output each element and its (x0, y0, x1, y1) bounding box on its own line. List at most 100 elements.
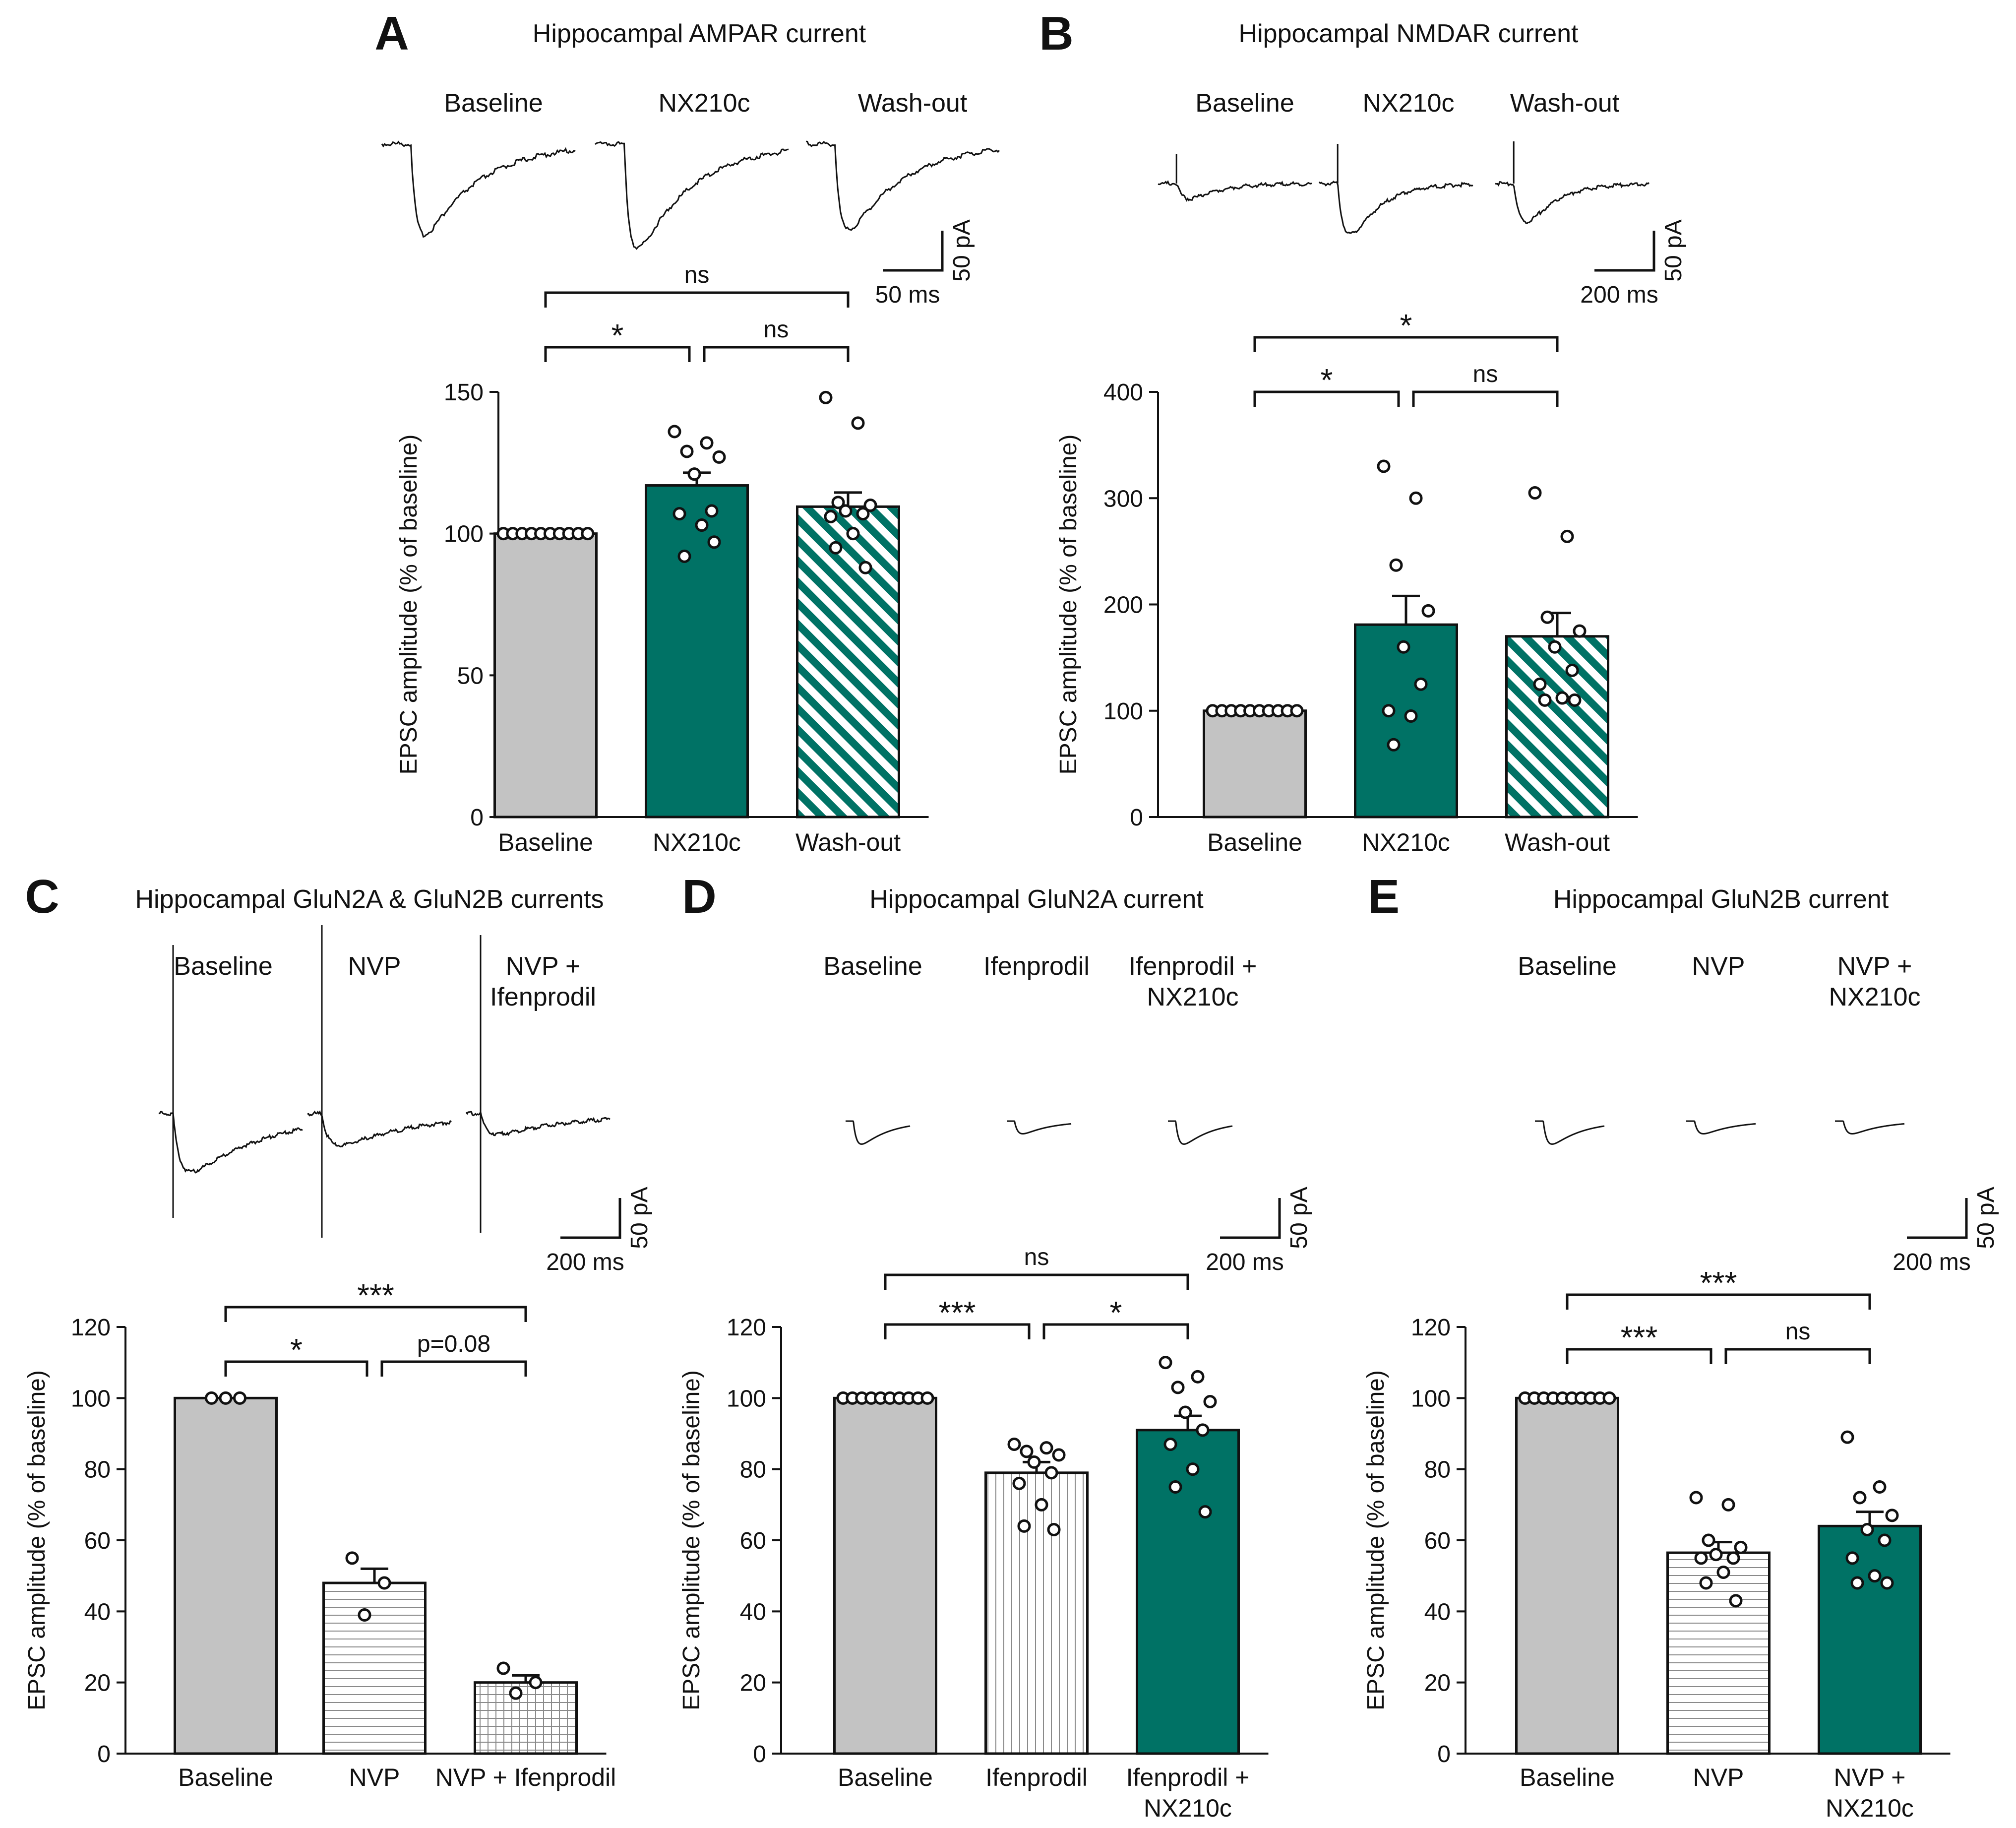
y-tick-label: 0 (1130, 805, 1143, 831)
epsc-trace (1835, 1120, 1905, 1135)
significance-bracket (1566, 1293, 1871, 1310)
trace-condition-label: NX210c (659, 89, 750, 118)
x-category-label: Wash-out (795, 828, 901, 856)
y-tick-label: 300 (1103, 486, 1143, 512)
data-point (496, 1661, 510, 1675)
panel-letter: C (25, 870, 59, 923)
data-point (1853, 1491, 1867, 1505)
panel-d: D Hippocampal GluN2A current Baseline Ifenp… (678, 870, 1312, 1822)
data-point (1540, 610, 1554, 624)
epsc-trace (1168, 1120, 1233, 1145)
data-point (824, 509, 838, 523)
data-point (345, 1551, 359, 1565)
data-point (529, 1676, 543, 1690)
significance-label: *** (1621, 1320, 1658, 1355)
significance-label: * (1400, 308, 1412, 343)
epsc-trace (465, 1110, 611, 1136)
significance-bracket (1253, 336, 1559, 352)
x-category-label: Ifenprodil + (1126, 1764, 1250, 1791)
data-point (712, 450, 726, 464)
significance-bracket (884, 1323, 1031, 1339)
trace-condition-label: NVP + Ifenprodil (490, 952, 596, 1011)
significance-label: * (1110, 1295, 1122, 1330)
data-point (1389, 558, 1403, 572)
x-category-label: Baseline (498, 828, 593, 856)
significance-bracket (1253, 390, 1400, 407)
y-tick-label: 100 (727, 1386, 766, 1412)
bar-ifenprodil (984, 1471, 1089, 1755)
data-point (1568, 693, 1582, 707)
significance-label: ns (684, 262, 710, 288)
significance-label: ns (764, 316, 789, 343)
data-point (846, 527, 860, 541)
data-point (1409, 491, 1423, 505)
data-point (851, 416, 865, 430)
panel-title: Hippocampal GluN2B current (1553, 885, 1889, 914)
y-axis-label: EPSC amplitude (% of baseline) (1055, 435, 1082, 775)
scale-bar-time-label: 50 ms (875, 282, 940, 308)
bar-nvp (322, 1581, 427, 1755)
data-point (1178, 1405, 1192, 1419)
data-point (1880, 1576, 1894, 1590)
scale-bar (1907, 1198, 1968, 1239)
epsc-trace (1007, 1120, 1072, 1135)
data-point (233, 1391, 246, 1405)
data-point (205, 1391, 218, 1405)
data-point (1729, 1594, 1743, 1608)
epsc-trace (805, 140, 1000, 231)
bar-nvp (1666, 1551, 1771, 1755)
trace-condition-label: Baseline (174, 952, 272, 981)
data-point (1868, 1569, 1882, 1583)
trace-condition-label: Baseline (823, 952, 922, 981)
y-tick-label: 150 (444, 379, 484, 406)
scale-bar-current-label: 50 pA (949, 219, 975, 281)
x-category-label: NX210c (1144, 1794, 1232, 1822)
y-tick-label: 80 (740, 1457, 766, 1483)
data-point (829, 541, 843, 555)
data-point (1044, 1466, 1058, 1480)
bar-wash-out (1505, 635, 1609, 819)
trace-condition-label: Wash-out (858, 89, 968, 118)
panel-title: Hippocampal NMDAR current (1239, 19, 1579, 48)
data-point (1039, 1441, 1053, 1455)
trace-condition-label: Baseline (444, 89, 543, 118)
y-tick-label: 100 (71, 1386, 111, 1412)
significance-label: p=0.08 (417, 1331, 490, 1357)
scale-bar-time-label: 200 ms (1206, 1249, 1283, 1275)
data-point (680, 444, 694, 458)
scale-bar-current-label: 50 pA (1660, 219, 1687, 281)
epsc-trace (158, 1111, 303, 1174)
panel-title: Hippocampal GluN2A & GluN2B currents (135, 885, 604, 914)
bar-nvp-nx210c (1818, 1524, 1922, 1755)
bar-nx210c (1354, 623, 1458, 819)
data-point (1709, 1548, 1723, 1562)
epsc-trace (1318, 181, 1473, 234)
data-point (1721, 1498, 1735, 1512)
data-point (219, 1391, 233, 1405)
y-tick-label: 100 (1103, 698, 1143, 725)
y-axis-label: EPSC amplitude (% of baseline) (1363, 1370, 1389, 1710)
trace-condition-label: NVP + NX210c (1829, 952, 1921, 1011)
data-point (1027, 1455, 1041, 1469)
data-point (1377, 459, 1391, 473)
scale-bar-current-label: 50 pA (1973, 1187, 1999, 1249)
y-tick-label: 400 (1103, 379, 1143, 406)
significance-label: *** (357, 1277, 394, 1313)
data-point (1052, 1448, 1066, 1462)
bar-baseline (1515, 1396, 1619, 1755)
significance-label: *** (939, 1295, 976, 1330)
data-point (509, 1686, 523, 1700)
data-point (1850, 1576, 1864, 1590)
significance-label: ns (1785, 1319, 1811, 1345)
data-point (700, 436, 714, 450)
data-point (1168, 1480, 1182, 1494)
data-point (1560, 529, 1574, 543)
data-point (1196, 1423, 1210, 1437)
y-tick-label: 20 (1424, 1670, 1451, 1697)
significance-bracket (544, 346, 691, 362)
panel-letter: A (374, 7, 409, 60)
trace-condition-label: Ifenprodil + NX210c (1129, 952, 1257, 1011)
x-category-label: Baseline (838, 1764, 933, 1791)
significance-bracket (703, 346, 850, 362)
